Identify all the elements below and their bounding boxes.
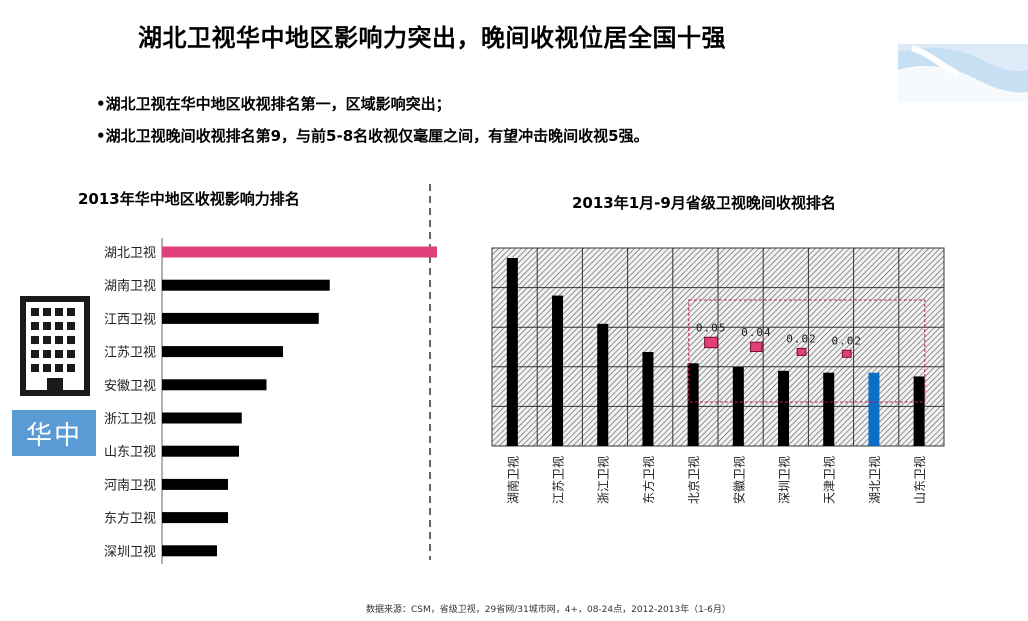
category-label: 安徽卫视: [104, 379, 156, 394]
right-chart-title: 2013年1月-9月省级卫视晚间收视排名: [572, 194, 836, 212]
category-label: 天津卫视: [822, 456, 837, 504]
gap-marker: [750, 341, 763, 353]
bar: [506, 258, 518, 446]
bar: [823, 372, 835, 446]
bullet-list: •湖北卫视在华中地区收视排名第一，区域影响突出； •湖北卫视晚间收视排名第9，与…: [96, 88, 649, 152]
bullet-item: •湖北卫视晚间收视排名第9，与前5-8名收视仅毫厘之间，有望冲击晚间收视5强。: [96, 127, 649, 145]
category-label: 北京卫视: [686, 456, 701, 504]
bar: [162, 312, 319, 324]
bar: [732, 367, 744, 446]
bar: [687, 363, 699, 446]
bar: [162, 445, 239, 457]
category-label: 深圳卫视: [104, 545, 156, 560]
gap-label: 0.02: [831, 334, 862, 347]
gap-label: 0.05: [696, 321, 727, 334]
region-label: 华中: [12, 410, 96, 456]
category-label: 河南卫视: [104, 477, 156, 493]
building-icon: [20, 296, 90, 396]
gap-marker: [796, 347, 807, 356]
gap-label: 0.04: [741, 326, 772, 339]
bar: [597, 323, 609, 446]
bar: [162, 545, 217, 557]
bar: [162, 478, 228, 490]
bar: [162, 412, 242, 424]
bar: [778, 370, 790, 446]
category-label: 东方卫视: [104, 511, 156, 527]
right-bar-chart: 湖南卫视 江苏卫视 浙江卫视 东方卫视 北京卫视 安徽卫视 深圳卫视 天津卫视 湖北卫视 山东卫视…: [491, 247, 945, 504]
page-title: 湖北卫视华中地区影响力突出，晚间收视位居全国十强: [138, 24, 726, 52]
category-label: 山东卫视: [104, 445, 156, 460]
category-label: 山东卫视: [912, 456, 927, 504]
bar: [162, 246, 437, 258]
category-label: 江苏卫视: [551, 456, 566, 504]
bar: [642, 352, 654, 446]
category-label: 浙江卫视: [596, 456, 611, 504]
bar: [162, 279, 330, 291]
category-label: 深圳卫视: [777, 456, 792, 504]
data-source-note: 数据来源：CSM，省级卫视，29省网/31城市网，4+，08-24点，2012-…: [366, 605, 731, 615]
category-label: 湖南卫视: [104, 278, 156, 294]
bar: [162, 512, 228, 524]
brand-logo: [898, 44, 1028, 102]
bullet-item: •湖北卫视在华中地区收视排名第一，区域影响突出；: [96, 95, 451, 113]
category-label: 江苏卫视: [104, 345, 156, 361]
category-label: 江西卫视: [104, 312, 156, 327]
bar: [868, 372, 880, 446]
category-label: 湖南卫视: [505, 456, 520, 504]
bar: [552, 295, 564, 446]
bar: [162, 346, 283, 358]
category-label: 东方卫视: [641, 456, 656, 504]
gap-marker: [841, 349, 852, 358]
gap-label: 0.02: [786, 332, 817, 345]
category-label: 湖北卫视: [104, 246, 156, 261]
category-label: 安徽卫视: [731, 456, 746, 504]
category-label: 浙江卫视: [104, 412, 156, 427]
bar: [162, 379, 267, 391]
bar: [913, 376, 925, 446]
gap-marker: [704, 336, 719, 349]
comparison-frame: [688, 299, 926, 403]
left-chart-title: 2013年华中地区收视影响力排名: [78, 190, 300, 208]
category-label: 湖北卫视: [867, 456, 882, 504]
